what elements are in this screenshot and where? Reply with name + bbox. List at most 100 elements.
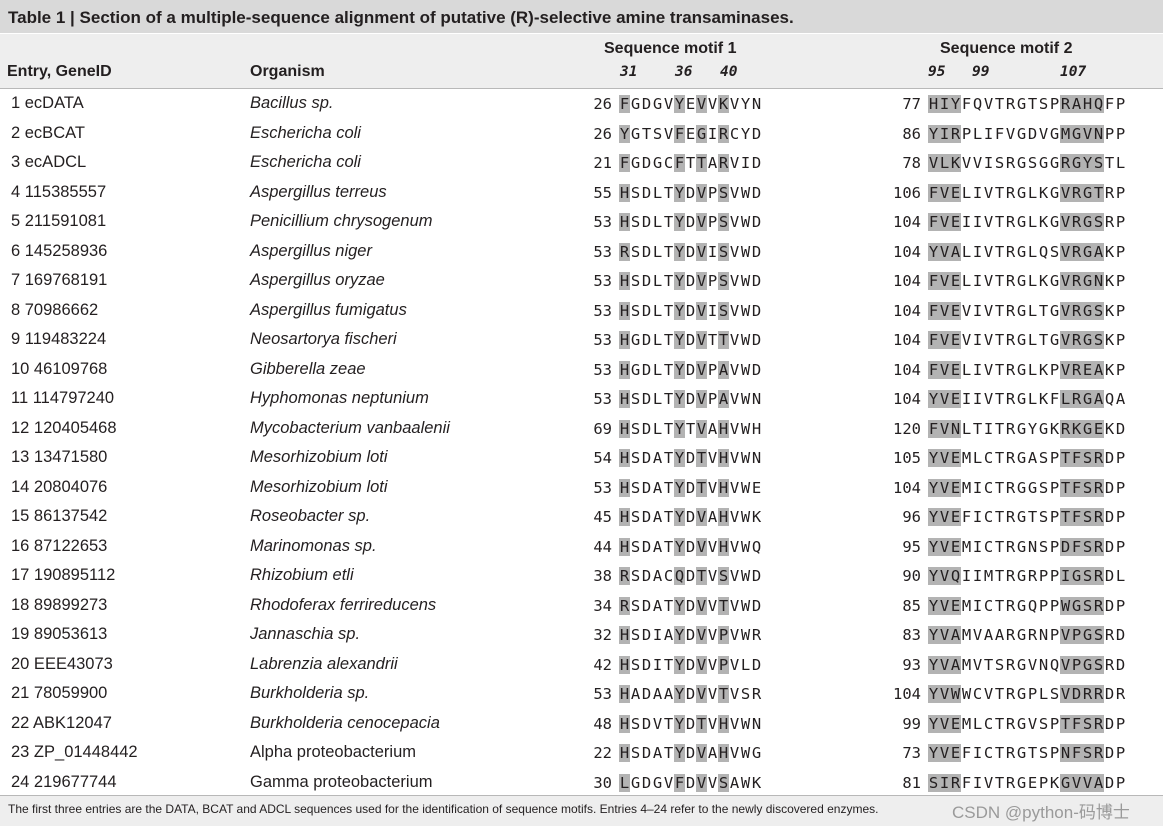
motif1-start-position: 53 — [593, 685, 612, 703]
table-row: 14 20804076 Mesorhizobium loti 53 104 H S D A T Y… — [0, 473, 1163, 503]
motif1-start-position: 38 — [593, 567, 612, 585]
entry-gene-id: 5 211591081 — [11, 212, 107, 230]
motif2-header: Sequence motif 2 — [940, 40, 1073, 57]
table-row: 13 13471580 Mesorhizobium loti 54 105 H S D A T Y… — [0, 443, 1163, 473]
motif2-start-position: 104 — [893, 685, 921, 703]
table-row: 18 89899273 Rhodoferax ferrireducens 34 85 R… — [0, 591, 1163, 621]
motif2-start-position: 104 — [893, 213, 921, 231]
motif1-start-position: 53 — [593, 272, 612, 290]
motif1-start-position: 42 — [593, 655, 612, 674]
entry-header: Entry, GeneID — [7, 63, 112, 80]
motif2-start-position: 104 — [893, 301, 921, 320]
organism-name: Gibberella zeae — [250, 359, 366, 378]
motif2-start-position: 104 — [893, 242, 921, 261]
motif1-position-31: 31 — [620, 64, 638, 80]
organism-name: Aspergillus fumigatus — [250, 300, 407, 319]
motif1-start-position: 53 — [593, 478, 612, 497]
entry-gene-id: 14 20804076 — [11, 477, 108, 496]
motif1-start-position: 22 — [593, 744, 612, 762]
table-row: 23 ZP_01448442 Alpha proteobacterium 22 73 H… — [0, 738, 1163, 768]
motif2-start-position: 90 — [902, 567, 921, 585]
motif2-start-position: 99 — [902, 714, 921, 733]
organism-name: Burkholderia sp. — [250, 684, 370, 702]
motif1-start-position: 48 — [593, 714, 612, 733]
table-footer: The first three entries are the DATA, BC… — [0, 795, 1163, 826]
organism-name: Eschericha coli — [250, 123, 361, 142]
motif1-start-position: 34 — [593, 596, 612, 615]
organism-name: Neosartorya fischeri — [250, 330, 397, 348]
motif2-start-position: 104 — [893, 478, 921, 497]
motif2-start-position: 104 — [893, 360, 921, 379]
motif1-start-position: 53 — [593, 242, 612, 261]
entry-gene-id: 10 46109768 — [11, 359, 108, 378]
motif2-start-position: 83 — [902, 626, 921, 644]
entry-gene-id: 15 86137542 — [11, 507, 108, 525]
table-row: 11 114797240 Hyphomonas neptunium 53 104 H S D… — [0, 384, 1163, 414]
motif1-start-position: 44 — [593, 537, 612, 556]
motif1-start-position: 69 — [593, 419, 612, 438]
entry-gene-id: 12 120405468 — [11, 418, 117, 437]
organism-name: Aspergillus oryzae — [250, 271, 385, 289]
motif2-position-95: 95 — [928, 64, 946, 80]
table-row: 7 169768191 Aspergillus oryzae 53 104 H S D L T Y… — [0, 266, 1163, 296]
entry-gene-id: 6 145258936 — [11, 241, 108, 260]
organism-name: Aspergillus terreus — [250, 182, 387, 201]
table-row: 19 89053613 Jannaschia sp. 32 83 H S D I A Y D V V P V… — [0, 620, 1163, 650]
organism-name: Rhizobium etli — [250, 566, 354, 584]
table-row: 10 46109768 Gibberella zeae 53 104 H G D L T Y D V P… — [0, 355, 1163, 385]
motif2-start-position: 85 — [902, 596, 921, 615]
organism-name: Burkholderia cenocepacia — [250, 713, 440, 732]
motif1-start-position: 30 — [593, 773, 612, 792]
motif2-start-position: 104 — [893, 390, 921, 408]
motif1-position-36: 36 — [675, 64, 693, 80]
table-row: 5 211591081 Penicillium chrysogenum 53 104 H… — [0, 207, 1163, 237]
organism-name: Mycobacterium vanbaalenii — [250, 418, 450, 437]
table-row: 8 70986662 Aspergillus fumigatus 53 104 H S D L… — [0, 296, 1163, 326]
motif1-start-position: 32 — [593, 626, 612, 644]
watermark: CSDN @python-码博士 — [952, 803, 1130, 822]
organism-name: Bacillus sp. — [250, 94, 334, 112]
motif1-start-position: 53 — [593, 360, 612, 379]
entry-gene-id: 7 169768191 — [11, 271, 108, 289]
organism-name: Mesorhizobium loti — [250, 477, 388, 496]
table-row: 24 219677744 Gamma proteobacterium 30 81 L G D… — [0, 768, 1163, 798]
motif2-start-position: 77 — [902, 95, 921, 113]
table-row: 16 87122653 Marinomonas sp. 44 95 H S D A T Y D V V H… — [0, 532, 1163, 562]
table-row: 2 ecBCAT Eschericha coli 26 86 Y G T S V F E G I R C Y D… — [0, 119, 1163, 149]
organism-header: Organism — [250, 63, 325, 80]
entry-gene-id: 8 70986662 — [11, 300, 99, 319]
table-row: 15 86137542 Roseobacter sp. 45 96 H S D A T Y D V A H… — [0, 502, 1163, 532]
table-title: Table 1 | Section of a multiple-sequence… — [0, 0, 1163, 33]
organism-name: Gamma proteobacterium — [250, 772, 433, 791]
table-row: 22 ABK12047 Burkholderia cenocepacia 48 99 H… — [0, 709, 1163, 739]
entry-gene-id: 1 ecDATA — [11, 94, 84, 112]
entry-gene-id: 16 87122653 — [11, 536, 108, 555]
